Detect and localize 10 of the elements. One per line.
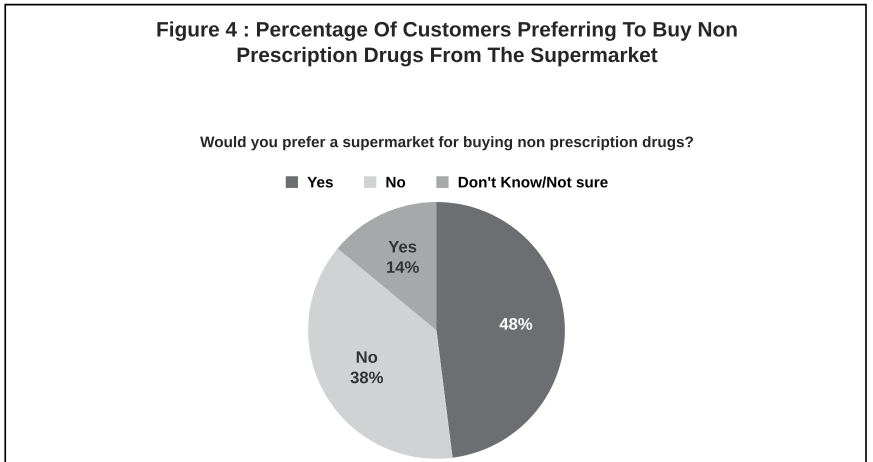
- legend-label: Don't Know/Not sure: [458, 176, 608, 188]
- data-label: Yes 14%: [386, 240, 419, 273]
- chart-title: Figure 4 : Percentage Of Customers Preferring To Buy Non Prescription Drugs From The Supermarket: [157, 21, 737, 66]
- chart-subtitle: Would you prefer a supermarket for buying non prescription drugs?: [200, 136, 693, 150]
- data-label: 48%: [500, 318, 532, 330]
- legend-label: No: [386, 176, 406, 188]
- data-label: No 38%: [350, 351, 383, 384]
- pie-slice: [338, 202, 436, 330]
- pie-slice: [436, 202, 565, 458]
- legend-label: Yes: [307, 176, 333, 188]
